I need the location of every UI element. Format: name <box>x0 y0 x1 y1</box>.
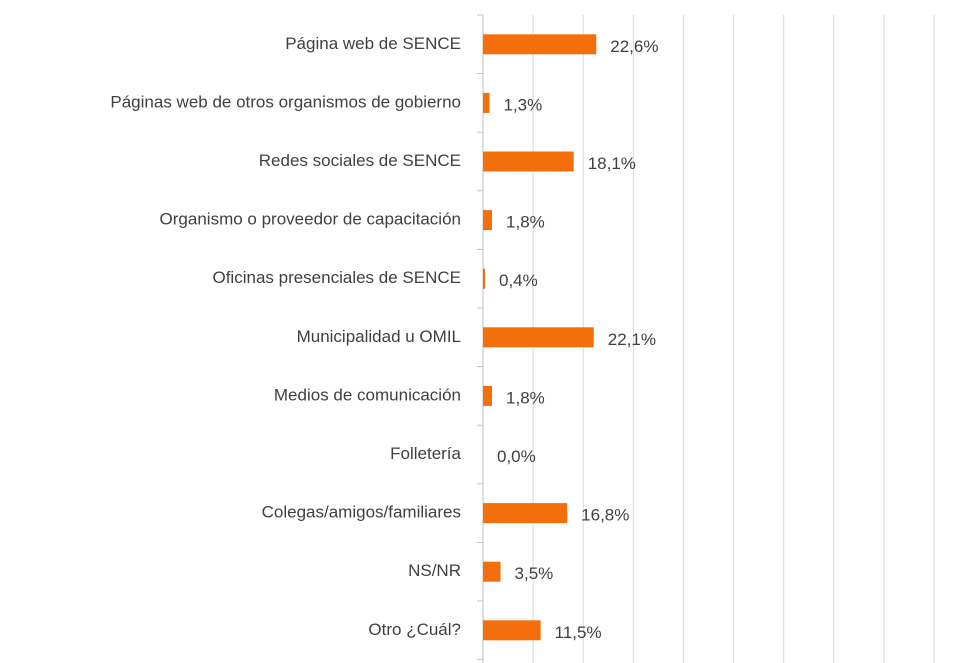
data-label: 1,8% <box>506 213 545 232</box>
data-label: 16,8% <box>581 506 629 525</box>
y-tick-label: Oficinas presenciales de SENCE <box>212 268 461 287</box>
y-tick-label: Colegas/amigos/familiares <box>262 503 461 522</box>
bar <box>483 92 490 113</box>
y-tick-label: Medios de comunicación <box>274 385 461 404</box>
bar <box>483 561 501 582</box>
data-label: 11,5% <box>555 623 602 642</box>
bar <box>483 503 568 524</box>
y-tick-label: Organismo o proveedor de capacitación <box>160 210 461 229</box>
data-label: 18,1% <box>588 154 636 173</box>
bar <box>483 34 597 55</box>
y-tick-label: NS/NR <box>408 561 461 580</box>
bar <box>483 327 594 348</box>
bar <box>483 385 493 406</box>
data-label: 0,0% <box>497 447 536 466</box>
y-tick-label: Municipalidad u OMIL <box>297 327 461 346</box>
data-label: 1,8% <box>506 388 545 407</box>
bar <box>483 210 493 231</box>
y-tick-label: Folletería <box>390 444 461 463</box>
bar <box>483 268 486 289</box>
bar <box>483 151 574 172</box>
data-label: 22,6% <box>610 37 658 56</box>
data-label: 22,1% <box>608 330 656 349</box>
data-label: 3,5% <box>515 564 554 583</box>
y-tick-label: Página web de SENCE <box>285 34 461 53</box>
data-label: 1,3% <box>504 95 543 114</box>
data-label: 0,4% <box>499 271 538 290</box>
y-tick-label: Páginas web de otros organismos de gobie… <box>110 92 461 111</box>
y-tick-label: Redes sociales de SENCE <box>259 151 461 170</box>
bar <box>483 620 541 641</box>
y-tick-label: Otro ¿Cuál? <box>368 620 461 639</box>
